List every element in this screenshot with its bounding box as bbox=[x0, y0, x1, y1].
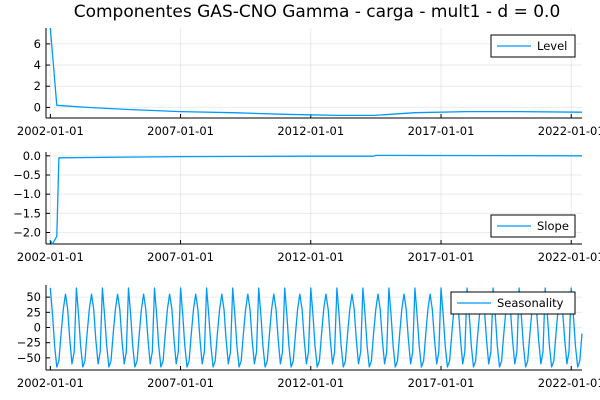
legend-box bbox=[490, 214, 576, 238]
panel-2: 2002-01-01 2007-01-01 2012-01-01 2017-01-01… bbox=[13, 149, 600, 264]
y-tick-label: −0.5 bbox=[13, 168, 41, 182]
legend-label: Seasonality bbox=[497, 296, 564, 310]
x-tick-label: 2017-01-01 bbox=[408, 250, 475, 264]
series-line-level bbox=[49, 27, 583, 117]
y-tick-label: −1.5 bbox=[13, 206, 41, 220]
x-tick-label: 2012-01-01 bbox=[277, 124, 344, 138]
x-tick-label: 2002-01-01 bbox=[17, 250, 84, 264]
panels: 2002-01-01 2007-01-01 2012-01-01 2017-01-01… bbox=[13, 27, 600, 390]
y-tick-label: 25 bbox=[26, 305, 41, 319]
y-tick-label: 0.0 bbox=[23, 149, 41, 163]
legend-box bbox=[490, 34, 576, 58]
x-tick-label: 2022-01-01 bbox=[538, 376, 600, 390]
legend: Seasonality bbox=[450, 291, 576, 315]
legend-box bbox=[450, 291, 576, 315]
legend-label: Slope bbox=[537, 219, 569, 233]
y-tick-label: 6 bbox=[34, 37, 41, 51]
y-tick-label: 50 bbox=[26, 290, 41, 304]
x-tick-label: 2012-01-01 bbox=[277, 250, 344, 264]
chart-title: Componentes GAS-CNO Gamma - carga - mult… bbox=[74, 2, 561, 22]
x-tick-label: 2002-01-01 bbox=[17, 376, 84, 390]
x-tick-label: 2022-01-01 bbox=[538, 124, 600, 138]
y-tick-label: 0 bbox=[34, 321, 41, 335]
panel-3: 2002-01-01 2007-01-01 2012-01-01 2017-01-01… bbox=[17, 285, 600, 390]
panel-1: 2002-01-01 2007-01-01 2012-01-01 2017-01-01… bbox=[17, 27, 600, 138]
x-tick-label: 2017-01-01 bbox=[408, 376, 475, 390]
legend: Slope bbox=[490, 214, 576, 238]
y-tick-label: −1.0 bbox=[13, 187, 41, 201]
y-tick-label: 2 bbox=[34, 79, 41, 93]
x-tick-label: 2022-01-01 bbox=[538, 250, 600, 264]
y-tick-label: 4 bbox=[34, 58, 41, 72]
x-tick-label: 2007-01-01 bbox=[147, 376, 214, 390]
legend: Level bbox=[490, 34, 576, 58]
y-tick-label: −2.0 bbox=[13, 226, 41, 240]
legend-label: Level bbox=[537, 39, 567, 53]
y-tick-label: −25 bbox=[17, 336, 41, 350]
y-tick-label: −50 bbox=[17, 351, 41, 365]
x-tick-label: 2017-01-01 bbox=[408, 124, 475, 138]
x-tick-label: 2007-01-01 bbox=[147, 250, 214, 264]
y-tick-label: 0 bbox=[34, 100, 41, 114]
x-tick-label: 2002-01-01 bbox=[17, 124, 84, 138]
series-line-slope bbox=[49, 154, 583, 245]
x-tick-label: 2007-01-01 bbox=[147, 124, 214, 138]
x-tick-label: 2012-01-01 bbox=[277, 376, 344, 390]
